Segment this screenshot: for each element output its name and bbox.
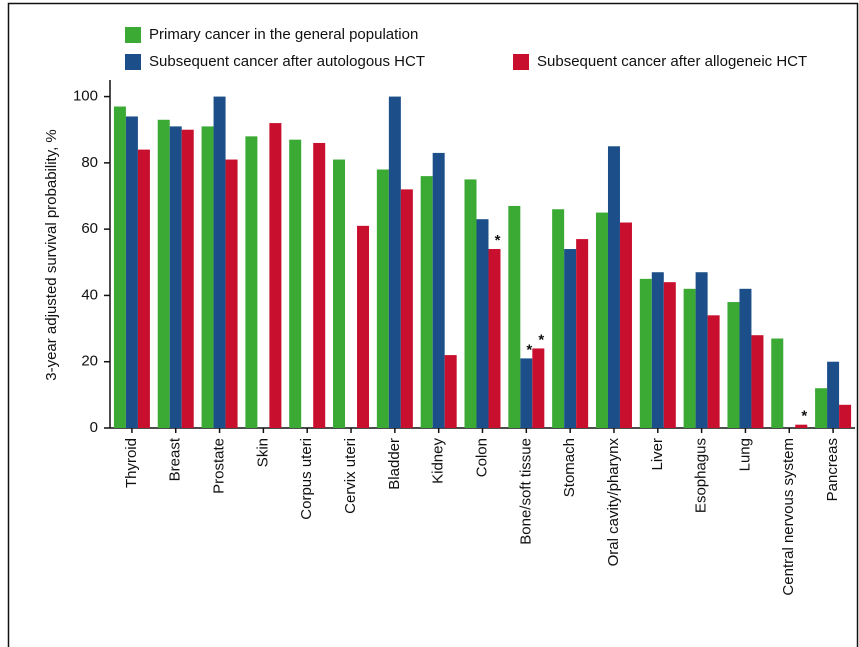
bar [771, 338, 784, 428]
x-tick-label: Lung [736, 438, 753, 471]
bar [476, 219, 489, 428]
annotation: * [495, 232, 501, 249]
y-tick-label: 40 [81, 286, 98, 303]
y-tick-label: 60 [81, 220, 98, 237]
x-tick-label: Bladder [386, 438, 403, 490]
x-tick-label: Esophagus [693, 438, 710, 513]
x-tick-label: Pancreas [824, 438, 841, 501]
bar [245, 136, 258, 429]
bar [651, 272, 664, 428]
x-tick-label: Breast [167, 437, 184, 481]
bar [619, 222, 632, 428]
legend-label: Subsequent cancer after autologous HCT [149, 53, 425, 70]
bar [225, 159, 238, 429]
bar [420, 176, 433, 428]
bar [827, 361, 840, 428]
annotation: * [538, 331, 544, 348]
bar [181, 129, 194, 428]
bar [739, 288, 752, 428]
bar [552, 209, 565, 428]
bar [157, 119, 170, 429]
bar [125, 116, 138, 428]
x-tick-label: Oral cavity/pharynx [605, 438, 622, 567]
legend-swatch [125, 27, 141, 43]
y-tick-label: 80 [81, 154, 98, 171]
bar [564, 249, 577, 428]
bar [607, 146, 620, 429]
annotation: * [801, 408, 807, 425]
x-tick-label: Cervix uteri [342, 438, 359, 514]
x-tick-label: Central nervous system [780, 438, 797, 596]
bar [576, 239, 589, 428]
bar [432, 152, 445, 428]
bar [464, 179, 477, 428]
bar [213, 96, 226, 429]
legend-swatch [513, 54, 529, 70]
bar [683, 288, 696, 428]
bar [269, 123, 282, 428]
bar [727, 302, 740, 428]
frame [7, 2, 859, 647]
x-tick-label: Bone/soft tissue [517, 438, 534, 545]
bar [137, 149, 150, 428]
bar [113, 106, 126, 428]
bar [508, 205, 521, 428]
bar [795, 424, 808, 428]
bar [815, 388, 828, 428]
legend-label: Subsequent cancer after allogeneic HCT [537, 53, 807, 70]
bar [376, 169, 389, 428]
bar [201, 126, 214, 429]
bar [488, 249, 501, 428]
y-tick-label: 100 [73, 88, 98, 105]
annotation: * [526, 341, 532, 358]
bar [520, 358, 533, 428]
bar [333, 159, 346, 429]
bar [839, 404, 852, 428]
bar [444, 355, 457, 428]
bar [289, 139, 302, 428]
bar [388, 96, 401, 429]
x-tick-label: Kidney [430, 438, 447, 484]
x-tick-label: Prostate [211, 438, 228, 494]
bar [639, 278, 652, 428]
legend-label: Primary cancer in the general population [149, 26, 418, 43]
bar [357, 225, 370, 428]
x-tick-label: Colon [473, 438, 490, 477]
bar [707, 315, 720, 428]
y-axis-label: 3-year adjusted survival probability, % [43, 129, 60, 381]
bar [400, 189, 413, 428]
bar [313, 142, 326, 428]
x-tick-label: Thyroid [123, 438, 140, 488]
legend-swatch [125, 54, 141, 70]
bar [169, 126, 182, 429]
x-tick-label: Stomach [561, 438, 578, 497]
y-tick-label: 0 [90, 419, 98, 436]
bar [663, 282, 676, 428]
x-tick-label: Skin [254, 438, 271, 467]
bar [532, 348, 545, 428]
bar [595, 212, 608, 428]
y-tick-label: 20 [81, 353, 98, 370]
bar [751, 335, 764, 428]
x-tick-label: Corpus uteri [298, 438, 315, 520]
bar [695, 272, 708, 428]
x-tick-label: Liver [649, 438, 666, 471]
